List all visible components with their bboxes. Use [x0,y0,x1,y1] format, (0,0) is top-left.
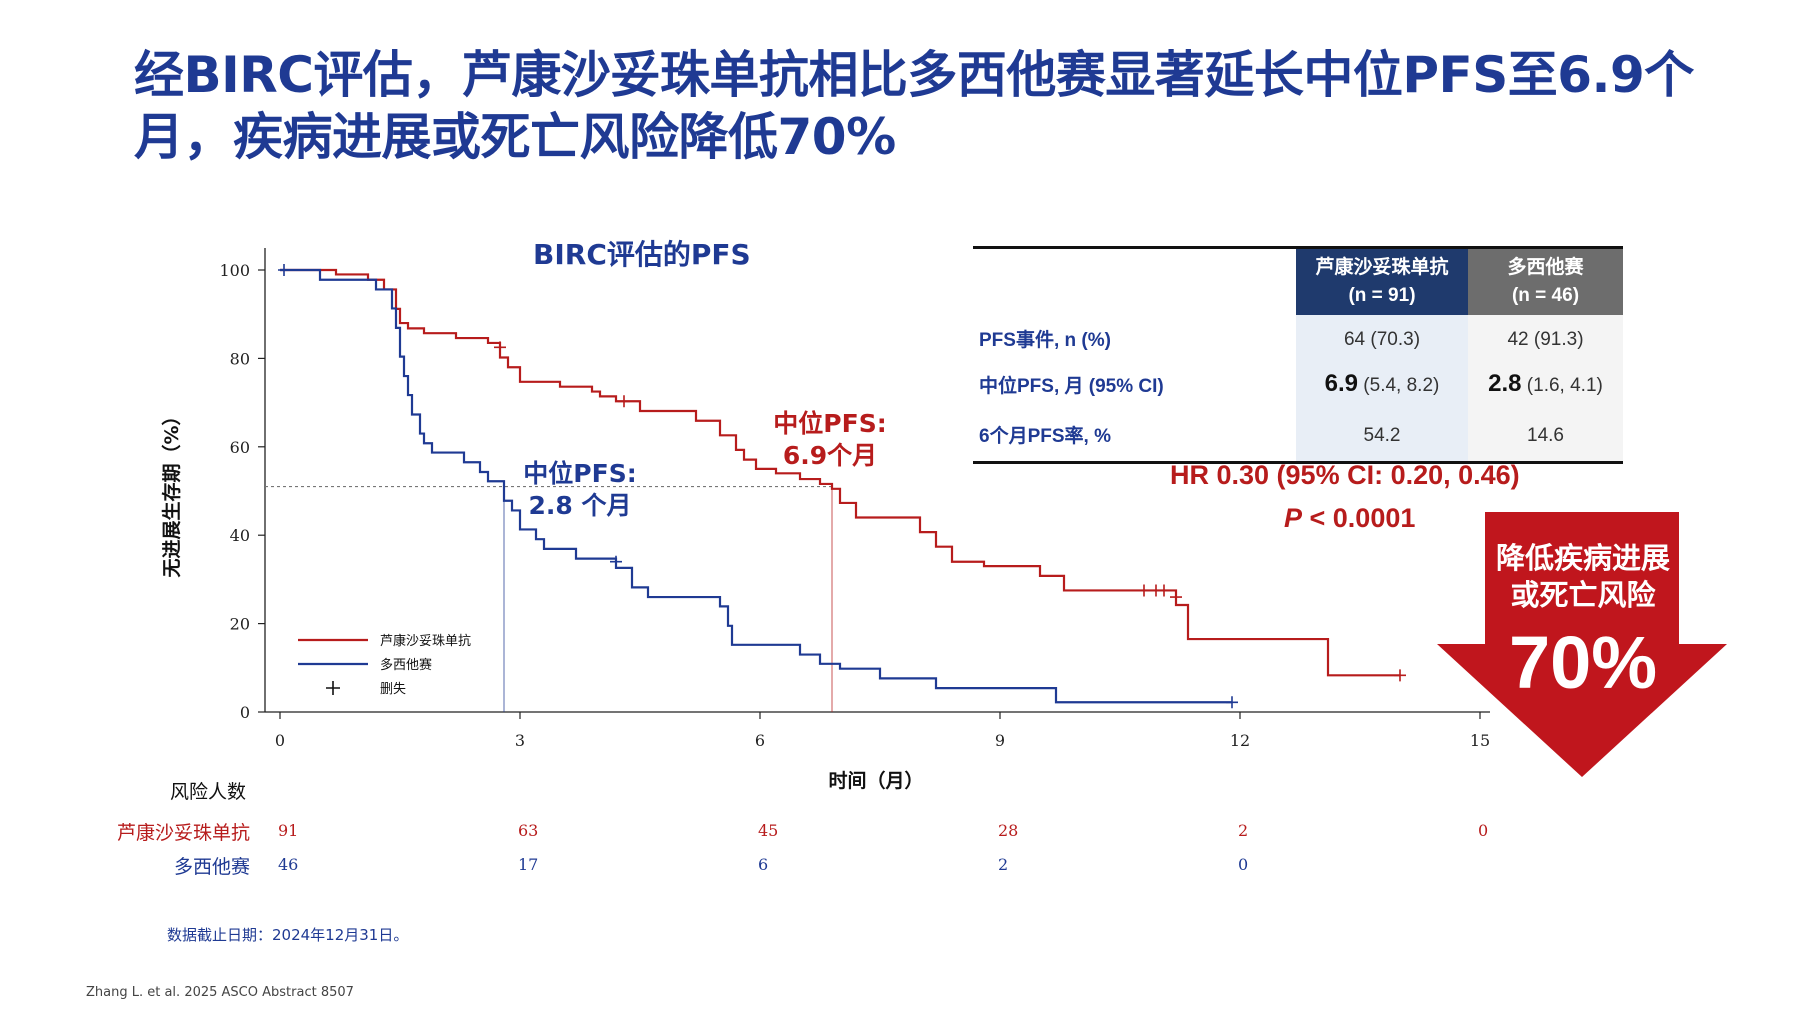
page-title: 经BIRC评估，芦康沙妥珠单抗相比多西他赛显著延长中位PFS至6.9个月，疾病进… [134,46,1694,166]
p-number: < 0.0001 [1302,503,1416,533]
km-curve-treatment [280,268,1400,677]
pfs-summary-table: 芦康沙妥珠单抗 (n = 91) 多西他赛 (n = 46) PFS事件, n … [973,246,1623,464]
censor-mark [1170,591,1182,604]
p-label: P [1284,503,1303,533]
table-header-col-a: 芦康沙妥珠单抗 (n = 91) [1296,246,1468,315]
table-row: PFS事件, n (%) 64 (70.3) 42 (91.3) [973,315,1623,361]
median-label-line1: 中位PFS: [773,409,886,438]
table-row-label: 6个月PFS率, % [973,407,1296,464]
table-cell-a: 54.2 [1296,407,1468,464]
risk-row-value: 2 [998,855,1009,874]
risk-row-value: 46 [278,855,299,874]
risk-row-value: 91 [278,821,299,840]
x-axis-label: 时间（月） [828,769,923,792]
x-tick-label: 0 [275,731,285,750]
censor-mark [494,341,506,354]
censor-mark [1226,696,1238,709]
risk-row-value: 2 [1238,821,1249,840]
risk-table-title: 风险人数 [170,781,247,803]
table-cell-b: 2.8 (1.6, 4.1) [1468,361,1623,407]
y-tick-label: 100 [219,261,250,280]
table-row-label: PFS事件, n (%) [979,329,1111,351]
censor-mark [1158,584,1170,597]
risk-row-value: 17 [518,855,539,874]
censor-mark [278,264,290,276]
table-cell-b: 42 (91.3) [1468,315,1623,361]
x-tick-label: 6 [755,731,765,750]
risk-row-label: 多西他赛 [173,856,250,878]
chart-title: BIRC评估的PFS [533,238,751,271]
legend-label: 删失 [380,682,406,697]
y-tick-label: 60 [230,438,250,457]
arrow-label: 降低疾病进展 或死亡风险 [1470,540,1696,614]
hazard-ratio: HR 0.30 (95% CI: 0.20, 0.46) [1170,460,1520,490]
legend-label: 多西他赛 [380,657,432,673]
censor-mark [1138,584,1150,597]
risk-reduction-arrow [1437,512,1727,777]
table-cell-a: 6.9 (5.4, 8.2) [1296,361,1468,407]
km-curve-control [280,268,1232,704]
median-label-line2: 2.8 个月 [529,491,632,520]
y-tick-label: 20 [230,615,250,634]
risk-row-value: 0 [1478,821,1489,840]
censor-mark [618,395,630,408]
x-tick-label: 12 [1230,731,1250,750]
risk-row-value: 0 [1238,855,1249,874]
risk-row-value: 28 [998,821,1019,840]
risk-row-value: 6 [758,855,769,874]
y-tick-label: 0 [240,703,250,722]
x-tick-label: 3 [515,731,525,750]
table-header-row: 芦康沙妥珠单抗 (n = 91) 多西他赛 (n = 46) [973,246,1623,315]
p-value: P < 0.0001 [1284,503,1415,534]
arrow-shape [1437,512,1727,777]
median-label-line2: 6.9个月 [783,441,877,470]
table-header-blank [973,246,1296,315]
x-tick-label: 9 [995,731,1005,750]
table-row-label: 中位PFS, 月 (95% CI) [979,375,1164,397]
col-a-name: 芦康沙妥珠单抗 [1315,257,1449,278]
censor-mark [1394,669,1406,682]
arrow-percent: 70% [1508,621,1658,704]
y-tick-label: 80 [230,349,250,368]
table-row: 6个月PFS率, % 54.2 14.6 [973,407,1623,464]
col-a-n: (n = 91) [1348,285,1416,306]
arrow-label-line2: 或死亡风险 [1510,578,1656,612]
censor-mark [610,555,622,568]
risk-row-value: 45 [758,821,779,840]
table-row: 中位PFS, 月 (95% CI) 6.9 (5.4, 8.2) 2.8 (1.… [973,361,1623,407]
arrow-label-line1: 降低疾病进展 [1495,541,1670,575]
y-axis-label: 无进展生存期（%） [160,406,183,577]
table-cell-a: 64 (70.3) [1296,315,1468,361]
x-tick-label: 15 [1470,731,1490,750]
legend-censor-icon [326,681,340,695]
reference-citation: Zhang L. et al. 2025 ASCO Abstract 8507 [86,985,354,1000]
col-b-name: 多西他赛 [1507,257,1584,278]
col-b-n: (n = 46) [1511,285,1580,306]
risk-row-label: 芦康沙妥珠单抗 [116,822,250,844]
table-cell-b: 14.6 [1468,407,1623,464]
data-cutoff-note: 数据截止日期：2024年12月31日。 [167,926,409,944]
legend-label: 芦康沙妥珠单抗 [380,633,471,649]
risk-row-value: 63 [518,821,539,840]
median-label-line1: 中位PFS: [523,459,636,488]
table-header-col-b: 多西他赛 (n = 46) [1468,246,1623,315]
y-tick-label: 40 [230,526,250,545]
